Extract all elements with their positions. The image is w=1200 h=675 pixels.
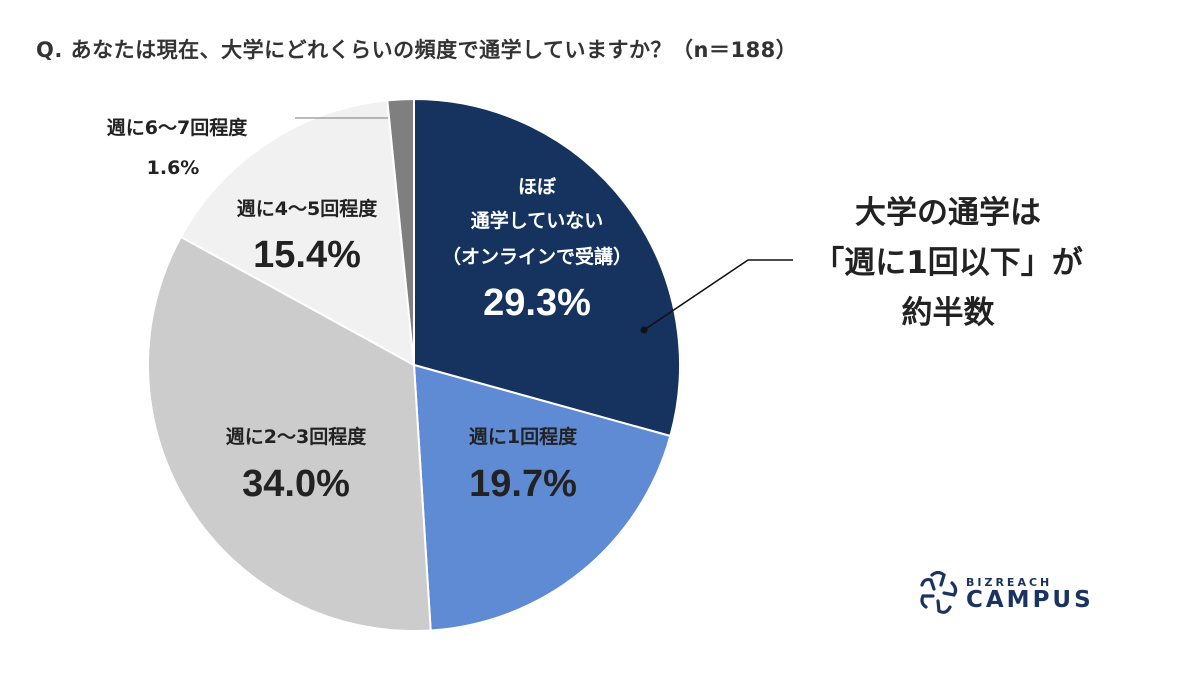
flower-logo-icon [920, 571, 958, 614]
pie-slice [413, 97, 681, 438]
pie-slice [179, 99, 416, 367]
slice-label-4-5: 週に4〜5回程度 15.4% [236, 198, 378, 276]
pie-slice [412, 363, 672, 632]
slice-label-6-7: 週に6〜7回程度 1.6% [106, 117, 248, 179]
callout-dot [640, 326, 648, 334]
callout-annotation: 大学の通学は 「週に1回以下」が 約半数 [813, 195, 1083, 331]
callout-connector [643, 259, 793, 331]
slice-label-once: 週に1回程度 19.7% [468, 426, 578, 505]
slice-label-rarely: ほぼ 通学していない （オンラインで受講） 29.3% [441, 176, 633, 324]
slice-label-2-3: 週に2〜3回程度 34.0% [225, 426, 367, 505]
pie-slice [386, 97, 415, 366]
bizreach-campus-logo: BIZREACH CAMPUS [918, 571, 1094, 615]
chart-title: Q. あなたは現在、大学にどれくらいの頻度で通学していますか？（n＝188） [36, 38, 798, 62]
